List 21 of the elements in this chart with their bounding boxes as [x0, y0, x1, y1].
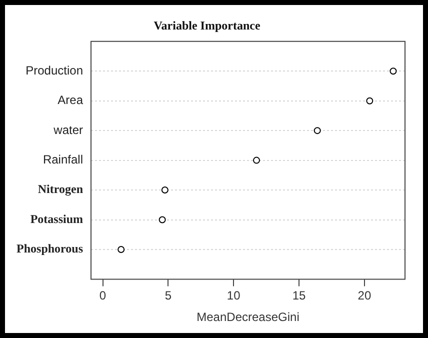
- point: [253, 156, 260, 164]
- y-tick-label: Rainfall: [42, 152, 83, 167]
- point: [161, 186, 168, 194]
- x-axis-title: MeanDecreaseGini: [196, 310, 300, 324]
- y-tick-label: Nitrogen: [38, 182, 84, 196]
- point: [118, 246, 125, 253]
- point: [390, 68, 397, 75]
- point: [158, 216, 166, 224]
- y-tick-label: Phosphorous: [16, 242, 84, 256]
- x-tick-label: 10: [226, 288, 241, 303]
- y-tick-label: Area: [58, 93, 84, 108]
- chart-title: Variable Importance: [154, 18, 261, 32]
- y-tick-label: water: [52, 122, 84, 137]
- x-tick-label: 0: [99, 288, 106, 303]
- point: [314, 127, 321, 134]
- x-tick-label: 20: [358, 288, 372, 303]
- x-tick-label: 5: [164, 288, 172, 303]
- x-tick-label: 15: [292, 288, 306, 303]
- y-tick-label: Production: [26, 63, 83, 78]
- point: [366, 97, 374, 104]
- y-tick-label: Potassium: [30, 212, 83, 226]
